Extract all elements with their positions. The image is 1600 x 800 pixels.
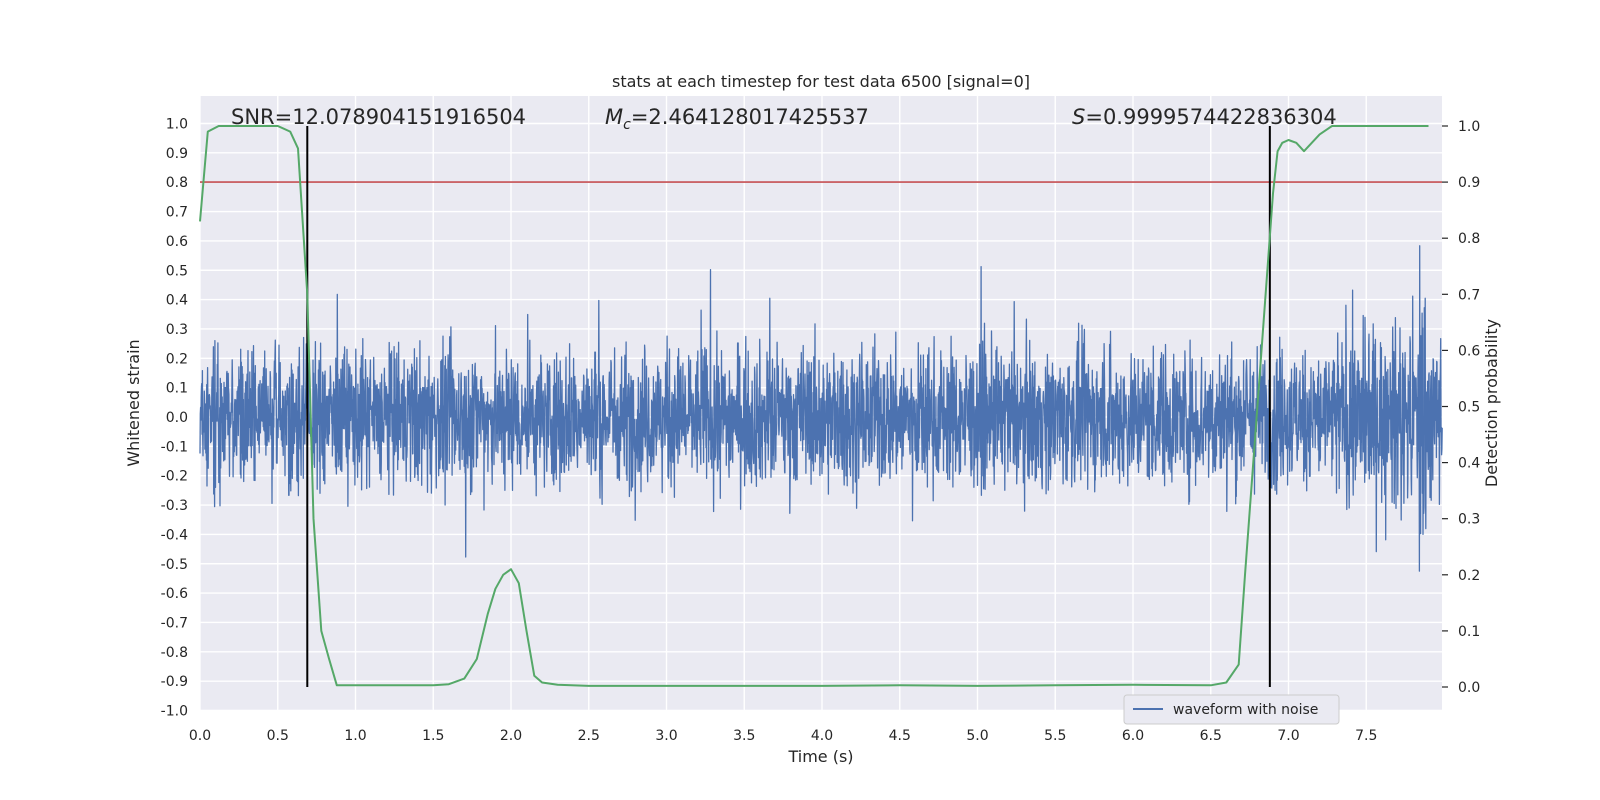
y-tick-label-right: 0.4: [1458, 456, 1480, 472]
chirp-mass-subscript: c: [623, 117, 631, 133]
y-tick-label: -0.7: [161, 615, 188, 631]
y-tick-label: 0.5: [166, 263, 188, 279]
y-tick-label: 0.2: [166, 351, 188, 367]
x-tick-label: 3.5: [733, 728, 755, 744]
y-tick-label: 0.3: [166, 322, 188, 338]
x-axis-label: Time (s): [787, 747, 853, 766]
x-tick-label: 7.5: [1355, 728, 1377, 744]
waveform-line: [199, 245, 1443, 572]
legend-box: [1123, 694, 1340, 725]
x-ticks: 0.0 0.5 1.0 1.5 2.0 2.5 3.0 3.5 4.0 4.5 5.0 5.5 6.0 6…: [189, 728, 1378, 744]
y-tick-label: 1.0: [166, 117, 188, 133]
probability-series: [199, 125, 1429, 687]
y-tick-label: -0.6: [161, 586, 188, 602]
x-tick-label: 5.5: [1044, 728, 1066, 744]
x-tick-label: 6.0: [1122, 728, 1144, 744]
x-tick-label: 7.0: [1277, 728, 1299, 744]
x-tick-label: 4.0: [811, 728, 833, 744]
y-tick-label: 0.0: [166, 410, 188, 426]
x-tick-label: 5.0: [966, 728, 988, 744]
x-tick-label: 6.5: [1200, 728, 1222, 744]
chirp-mass-symbol: M: [605, 105, 623, 129]
snr-annotation: SNR=12.078904151916504: [231, 105, 526, 129]
y-tick-label: 0.7: [166, 205, 188, 221]
chirp-mass-value: =2.464128017425537: [631, 105, 869, 129]
y-tick-label-right: 0.8: [1458, 231, 1480, 247]
x-tick-label: 0.0: [189, 728, 211, 744]
y-tick-label: -1.0: [161, 704, 188, 720]
y-tick-label: 0.9: [166, 146, 188, 162]
y-tick-label: -0.8: [161, 645, 188, 661]
x-tick-label: 0.5: [267, 728, 289, 744]
score-value: =0.9999574422836304: [1085, 105, 1336, 129]
probability-line: [199, 125, 1429, 687]
y-tick-label-right: 0.1: [1458, 624, 1480, 640]
x-tick-label: 1.0: [344, 728, 366, 744]
score-symbol: S: [1072, 105, 1085, 129]
legend-label: waveform with noise: [1173, 702, 1318, 718]
score-annotation: S=0.9999574422836304: [1072, 105, 1337, 129]
x-tick-label: 2.0: [500, 728, 522, 744]
y-tick-label-right: 0.7: [1458, 287, 1480, 303]
waveform-series: [199, 245, 1443, 572]
y-tick-label: -0.3: [161, 498, 188, 514]
y-ticks-right: 1.0 0.9 0.8 0.7 0.6 0.5 0.4 0.3 0.2 0.1 0.0: [1442, 119, 1480, 696]
y-tick-label: 0.1: [166, 381, 188, 397]
y-tick-label: -0.9: [161, 674, 188, 690]
overlays: [200, 126, 1442, 687]
y-tick-label-right: 0.3: [1458, 512, 1480, 528]
y-tick-label-right: 0.5: [1458, 400, 1480, 416]
y-tick-label: -0.4: [161, 527, 188, 543]
y-tick-label-right: 0.9: [1458, 175, 1480, 191]
y-axis-label-right: Detection probability: [1482, 319, 1501, 487]
chirp-mass-annotation: Mc=2.464128017425537: [605, 105, 869, 133]
legend: waveform with noise: [1123, 694, 1340, 725]
y-ticks-left: 1.0 0.9 0.8 0.7 0.6 0.5 0.4 0.3 0.2 0.1 0.0 -0.1 -0.…: [161, 117, 188, 720]
y-tick-label-right: 0.0: [1458, 680, 1480, 696]
y-axis-label-left: Whitened strain: [124, 339, 143, 466]
chart-title: stats at each timestep for test data 650…: [612, 72, 1030, 91]
x-tick-label: 1.5: [422, 728, 444, 744]
y-tick-label: -0.5: [161, 557, 188, 573]
y-tick-label: 0.6: [166, 234, 188, 250]
y-tick-label-right: 1.0: [1458, 119, 1480, 135]
y-tick-label: 0.4: [166, 293, 188, 309]
x-tick-label: 3.0: [655, 728, 677, 744]
y-tick-label: -0.2: [161, 469, 188, 485]
y-tick-label: 0.8: [166, 175, 188, 191]
x-tick-label: 2.5: [578, 728, 600, 744]
x-tick-label: 4.5: [889, 728, 911, 744]
y-tick-label: -0.1: [161, 439, 188, 455]
y-tick-label-right: 0.2: [1458, 568, 1480, 584]
y-tick-label-right: 0.6: [1458, 343, 1480, 359]
